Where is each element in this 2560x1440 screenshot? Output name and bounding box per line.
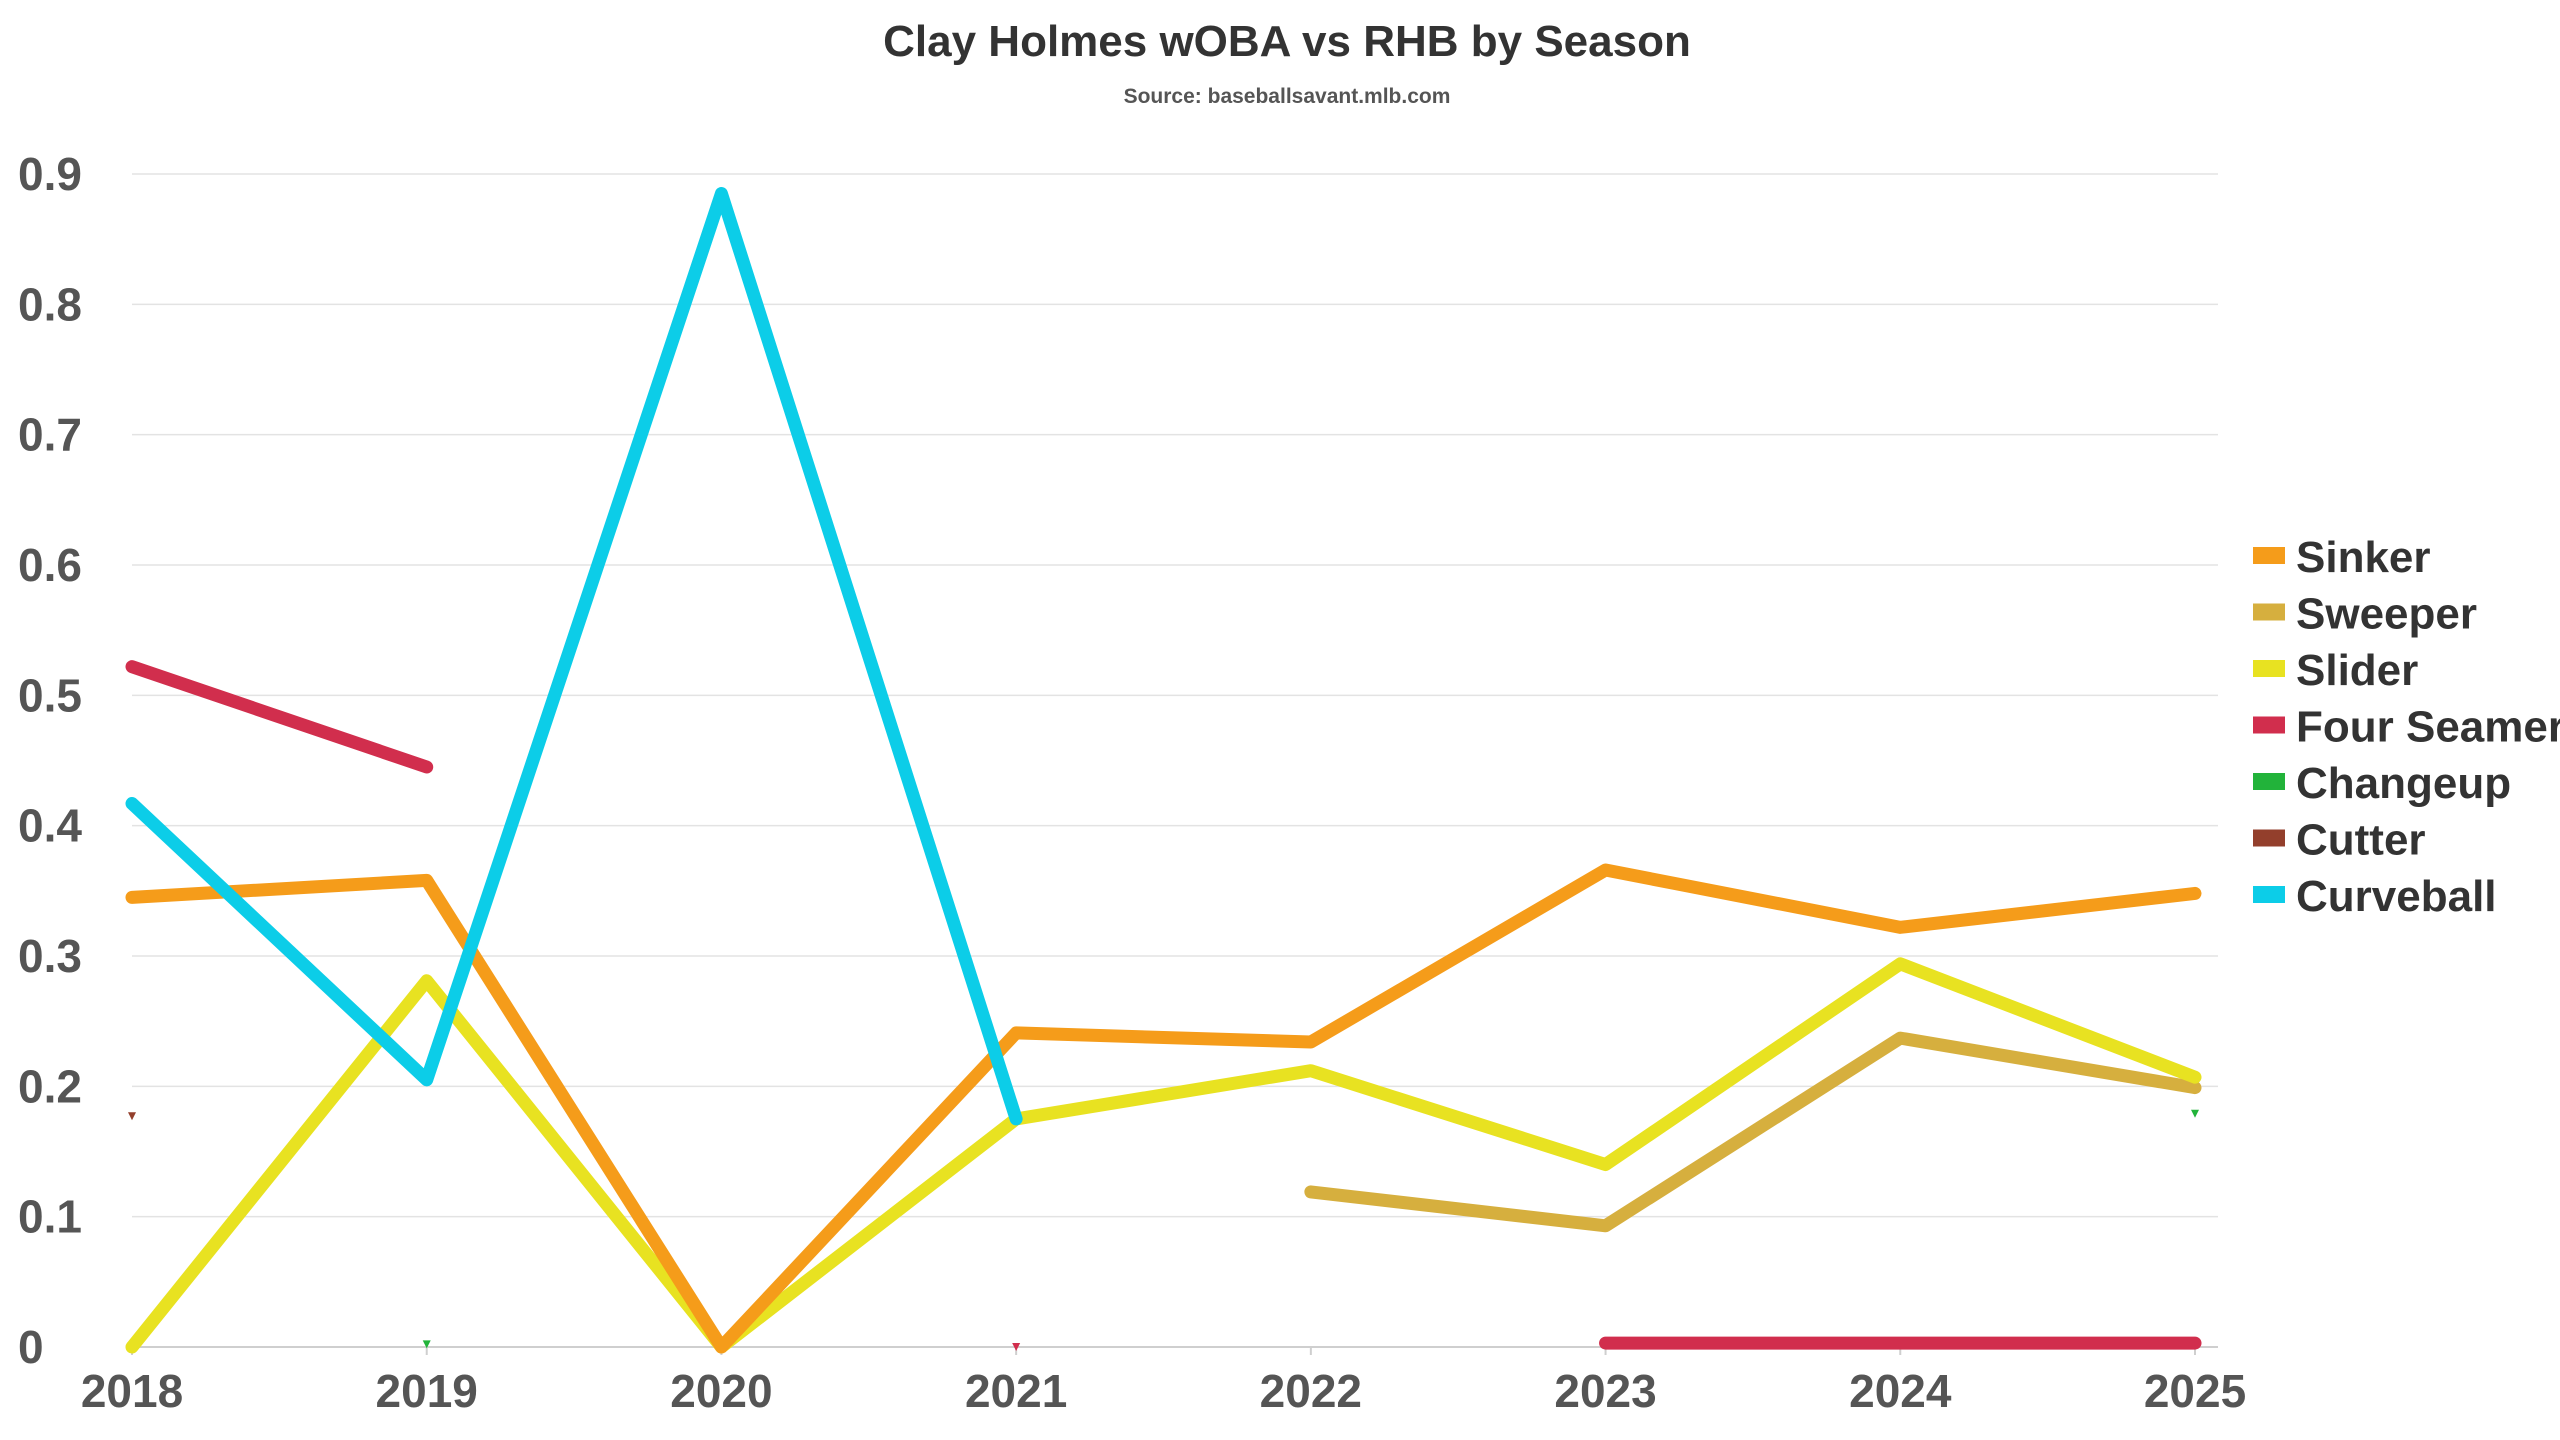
- y-tick-label: 0.5: [18, 669, 82, 721]
- legend-swatch: [2253, 660, 2285, 677]
- gridlines: [132, 173, 2218, 1348]
- legend-label: Four Seamer: [2296, 703, 2560, 752]
- legend-swatch: [2253, 829, 2285, 847]
- series-line-four-seamer: [125, 660, 434, 774]
- legend-label: Sweeper: [2296, 590, 2477, 639]
- series-line-sinker: [125, 863, 2202, 1354]
- series-line-slider: [125, 957, 2202, 1354]
- x-tick-label: 2025: [2144, 1365, 2246, 1417]
- series-changeup: [422, 1109, 2199, 1349]
- y-tick-label: 0.8: [18, 278, 82, 330]
- x-tick-label: 2020: [670, 1365, 772, 1417]
- legend-item-slider[interactable]: Slider: [2253, 646, 2418, 695]
- legend-item-sinker[interactable]: Sinker: [2253, 533, 2431, 582]
- legend-item-cutter[interactable]: Cutter: [2253, 816, 2426, 865]
- y-tick-label: 0.3: [18, 930, 82, 982]
- data-point-four-seamer: [1012, 1343, 1021, 1351]
- data-point-cutter: [128, 1112, 136, 1121]
- x-tick-label: 2021: [965, 1365, 1067, 1417]
- legend-item-sweeper[interactable]: Sweeper: [2253, 590, 2477, 639]
- series-four-seamer: [125, 660, 2202, 1351]
- x-tick-label: 2018: [81, 1365, 183, 1417]
- x-tick-label: 2023: [1554, 1365, 1656, 1417]
- chart-subtitle: Source: baseballsavant.mlb.com: [1124, 85, 1451, 108]
- y-tick-label: 0.6: [18, 539, 82, 591]
- y-tick-label: 0.4: [18, 800, 82, 852]
- x-tick-label: 2024: [1849, 1365, 1952, 1417]
- legend-label: Sinker: [2296, 533, 2431, 582]
- y-tick-label: 0.1: [18, 1191, 82, 1243]
- legend-label: Cutter: [2296, 816, 2426, 865]
- legend-label: Slider: [2296, 646, 2418, 695]
- series-sweeper: [1304, 1031, 2202, 1233]
- chart-title: Clay Holmes wOBA vs RHB by Season: [883, 17, 1691, 66]
- legend-swatch: [2253, 716, 2285, 734]
- legend-label: Curveball: [2296, 872, 2497, 921]
- y-axis: 0 0.1 0.2 0.3 0.4 0.5 0.6 0.7 0.8 0.9: [18, 148, 82, 1373]
- legend-swatch: [2253, 603, 2285, 621]
- data-point-changeup: [2191, 1109, 2199, 1118]
- series-line-curveball: [125, 187, 1023, 1126]
- legend-swatch: [2253, 773, 2285, 790]
- y-tick-label: 0.7: [18, 409, 82, 461]
- y-tick-label: 0.2: [18, 1060, 82, 1112]
- series-sinker: [125, 863, 2202, 1354]
- legend-swatch: [2253, 886, 2285, 903]
- x-tick-label: 2019: [376, 1365, 478, 1417]
- series-cutter: [128, 1112, 136, 1121]
- x-tick-label: 2022: [1260, 1365, 1362, 1417]
- y-tick-label: 0.9: [18, 148, 82, 200]
- series-slider: [125, 957, 2202, 1354]
- legend[interactable]: Sinker Sweeper Slider Four Seamer Changeup Cu…: [2253, 533, 2560, 921]
- data-point-changeup: [422, 1340, 431, 1349]
- legend-item-four-seamer[interactable]: Four Seamer: [2253, 703, 2560, 752]
- legend-item-changeup[interactable]: Changeup: [2253, 759, 2511, 808]
- x-axis: 2018 2019 2020 2021 2022 2023 2024 2025: [81, 1347, 2246, 1417]
- legend-item-curveball[interactable]: Curveball: [2253, 872, 2497, 921]
- series-curveball: [125, 187, 1023, 1126]
- series-line-sweeper: [1304, 1031, 2202, 1233]
- series-group: [125, 187, 2202, 1354]
- y-tick-label: 0: [18, 1321, 44, 1373]
- legend-label: Changeup: [2296, 759, 2511, 808]
- legend-swatch: [2253, 547, 2285, 564]
